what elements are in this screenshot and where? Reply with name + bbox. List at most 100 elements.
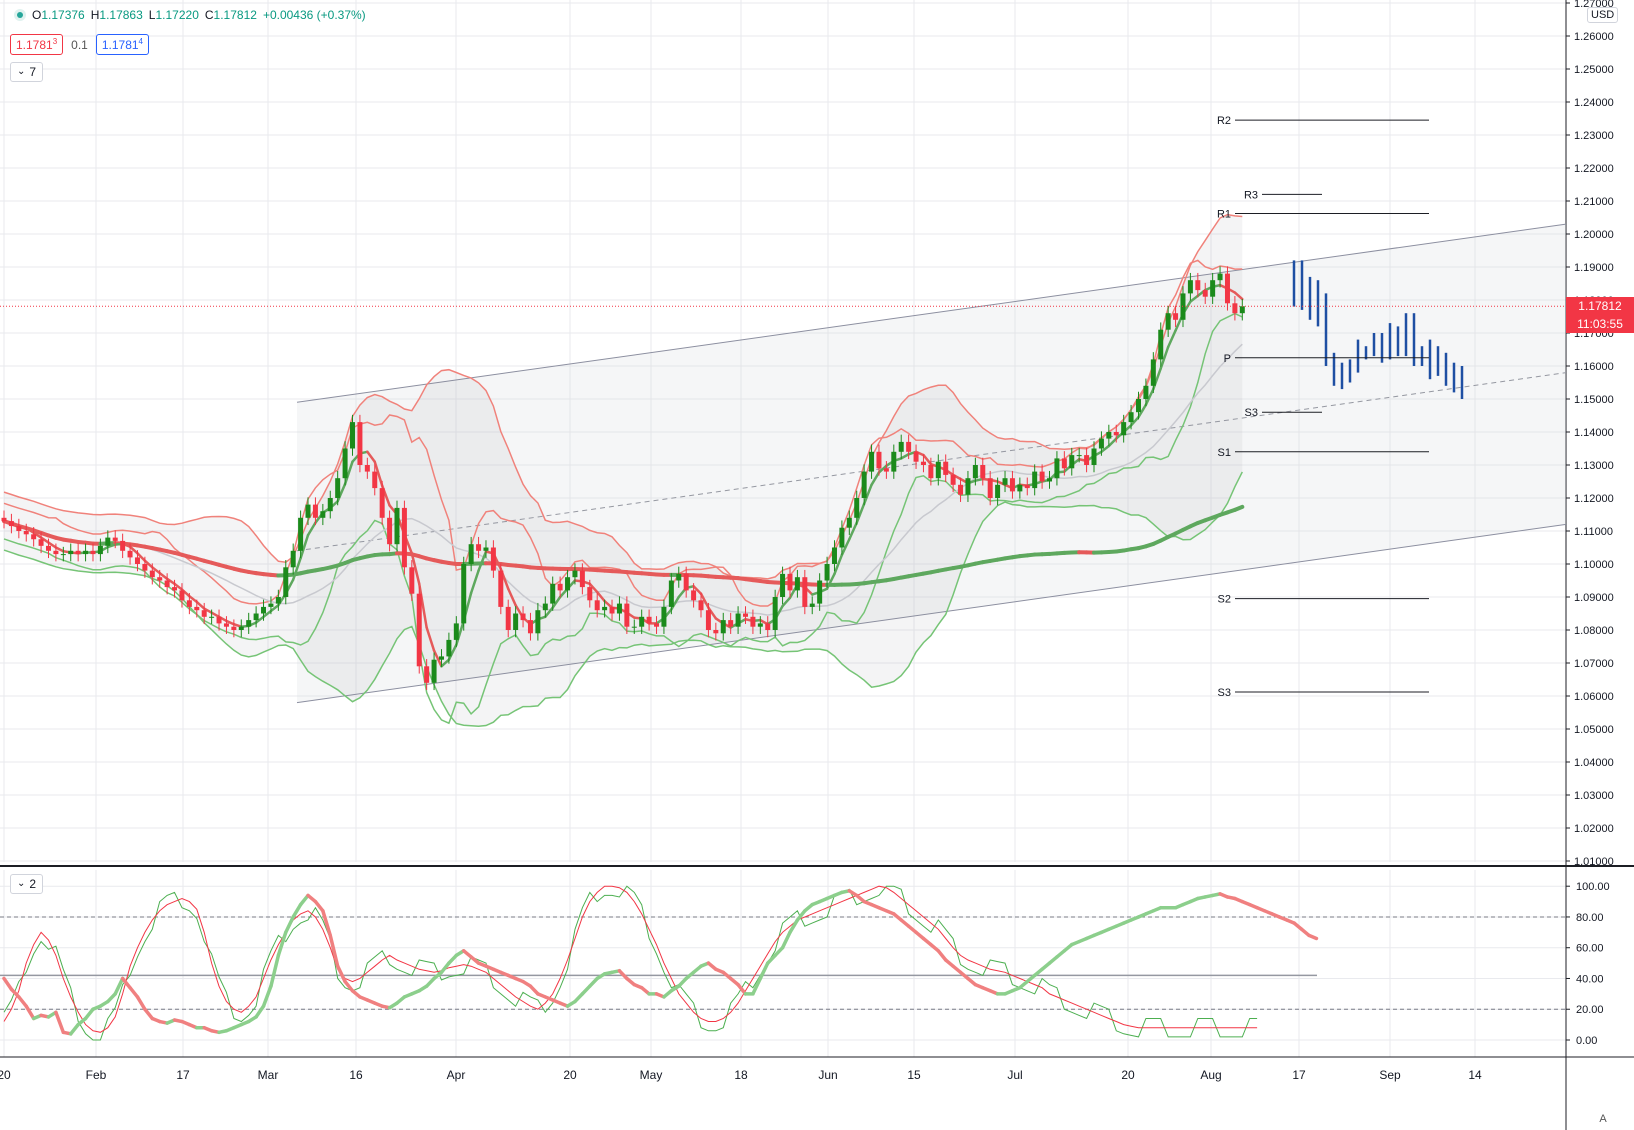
price-tick-label: 1.04000	[1574, 757, 1614, 769]
candle-body	[468, 544, 474, 564]
candle-body	[105, 537, 111, 546]
osc-smooth-segment	[135, 995, 147, 1011]
price-tick-label: 1.09000	[1574, 592, 1614, 604]
candle-body	[831, 547, 837, 564]
fast-ma-segment	[336, 482, 347, 503]
low-label: L	[148, 8, 156, 22]
candle-body	[535, 610, 541, 634]
osc-smooth-segment	[677, 976, 688, 988]
candle-body	[876, 451, 882, 469]
candle-body	[735, 613, 741, 627]
osc-smooth-segment	[617, 969, 629, 981]
oscillator-indicators-toggle[interactable]: ⌄ 2	[10, 874, 44, 894]
candle-body	[602, 606, 608, 611]
fast-ma-segment	[151, 566, 161, 575]
candle-body	[691, 590, 697, 601]
countdown-tag: 11:03:55	[1566, 315, 1634, 334]
fast-ma-segment	[173, 582, 184, 591]
price-tick-label: 1.16000	[1574, 361, 1614, 373]
osc-smooth-segment	[795, 909, 807, 922]
candles	[1, 266, 1245, 691]
osc-smooth-segment	[9, 987, 21, 999]
sell-button[interactable]: 1.17813	[10, 34, 64, 55]
fast-ma-segment	[855, 502, 866, 524]
close-label: C	[204, 8, 214, 22]
candle-body	[839, 527, 845, 548]
pivot-label: P	[1224, 353, 1231, 365]
price-tick-label: 1.03000	[1574, 790, 1614, 802]
main-indicators-toggle[interactable]: ⌄ 7	[10, 62, 44, 82]
fast-ma-segment	[1144, 387, 1155, 407]
pivot-label: S3	[1218, 687, 1231, 699]
candle-body	[60, 554, 66, 556]
candle-body	[987, 478, 993, 498]
open-value: 1.17376	[41, 8, 85, 22]
forecast-bars	[1292, 260, 1464, 399]
fast-ma-segment	[128, 545, 139, 555]
candle-body	[75, 550, 81, 555]
osc-tick-label: 40.00	[1576, 973, 1604, 985]
buy-pip: 4	[138, 37, 143, 46]
fast-ma-segment	[1189, 294, 1200, 303]
buy-button[interactable]: 1.17814	[95, 34, 149, 55]
candle-body	[631, 626, 637, 628]
osc-smooth-segment	[298, 893, 310, 907]
candle-body	[720, 620, 726, 634]
price-tick-label: 1.07000	[1574, 658, 1614, 670]
osc-tick-label: 100.00	[1576, 881, 1610, 893]
fast-ma-segment	[699, 592, 710, 609]
candle-body	[134, 557, 140, 564]
osc-smooth-segment	[773, 945, 785, 958]
candle-body	[350, 422, 356, 449]
candle-body	[268, 603, 274, 607]
candle-body	[1232, 303, 1238, 314]
price-tick-label: 1.19000	[1574, 262, 1614, 274]
candle-body	[928, 465, 934, 479]
time-tick-label: Apr	[447, 1068, 466, 1082]
candle-body	[342, 448, 348, 479]
fast-ma-segment	[455, 619, 465, 647]
candle-body	[97, 545, 103, 555]
osc-smooth-segment	[261, 984, 273, 1008]
candle-body	[172, 587, 178, 591]
candle-body	[757, 623, 763, 627]
candle-body	[513, 613, 519, 630]
candle-body	[335, 478, 341, 498]
candle-body	[616, 603, 622, 614]
candle-body	[490, 547, 496, 571]
candle-body	[1084, 455, 1090, 465]
candle-body	[68, 550, 74, 555]
fast-ma-segment	[692, 585, 703, 595]
candle-body	[935, 461, 941, 479]
candle-body	[1195, 280, 1201, 291]
fast-ma-segment	[39, 536, 50, 544]
candle-body	[209, 616, 215, 618]
candle-body	[112, 537, 118, 541]
candle-body	[357, 422, 363, 465]
fast-ma-segment	[106, 543, 117, 549]
fast-ma-segment	[225, 619, 236, 626]
osc-smooth-segment	[573, 992, 585, 1004]
candle-body	[253, 613, 259, 621]
candle-body	[1143, 385, 1149, 399]
auto-scale-button[interactable]: A	[1599, 1113, 1607, 1125]
candle-body	[661, 606, 667, 627]
candle-body	[750, 616, 756, 627]
spread-value: 0.1	[71, 37, 88, 52]
osc-smooth-segment	[588, 976, 599, 988]
fast-ma-segment	[410, 552, 421, 586]
candle-body	[283, 567, 289, 597]
candle-body	[1009, 478, 1015, 492]
currency-label[interactable]: USD	[1587, 7, 1619, 23]
fast-ma-segment	[1233, 291, 1244, 301]
candle-body	[231, 626, 237, 630]
candle-body	[965, 478, 971, 495]
fast-ma-segment	[825, 572, 836, 590]
candle-body	[854, 498, 860, 518]
candle-body	[16, 526, 22, 531]
time-tick-label: Jun	[818, 1068, 837, 1082]
osc-smooth-segment	[113, 976, 125, 996]
fast-ma-segment	[158, 571, 169, 581]
candle-body	[587, 587, 593, 601]
